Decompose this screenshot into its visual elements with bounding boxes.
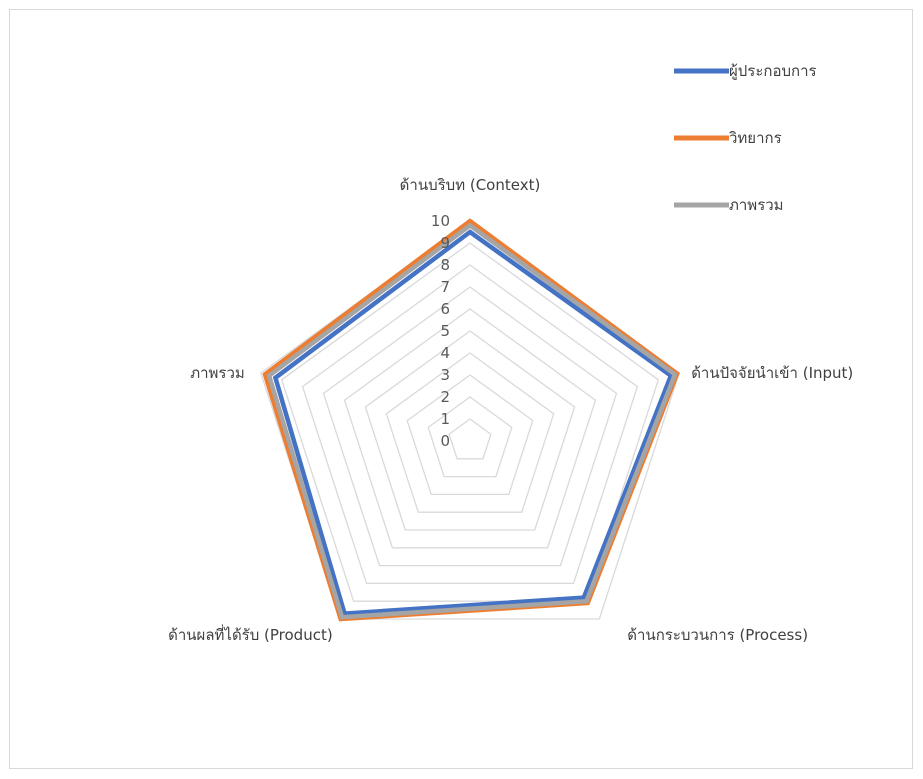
tick-label: 7	[440, 278, 450, 296]
tick-label: 4	[440, 344, 450, 362]
axis-label: ภาพรวม	[190, 364, 245, 382]
grid-ring	[448, 418, 492, 460]
tick-label: 2	[440, 388, 450, 406]
tick-label: 5	[440, 322, 450, 340]
axis-label: ด้านบริบท (Context)	[400, 176, 541, 194]
chart-area: 0 1 2 3 4 5 6 7 8 9 10 ด้านบริบท (Context) ด้านปัจจั…	[9, 9, 913, 769]
grid-ring	[301, 264, 639, 585]
series-line-3	[266, 222, 678, 620]
radar-chart: 0 1 2 3 4 5 6 7 8 9 10 ด้านบริบท (Context) ด้านปัจจั…	[168, 62, 853, 644]
tick-label: 0	[440, 432, 450, 450]
series-line-1	[272, 229, 674, 616]
legend-label: ผู้ประกอบการ	[729, 62, 817, 80]
grid-ring	[343, 308, 597, 549]
axis-label: ด้านกระบวนการ (Process)	[627, 626, 808, 644]
tick-label: 6	[440, 300, 450, 318]
tick-label: 9	[440, 234, 450, 252]
tick-label: 3	[440, 366, 450, 384]
tick-label: 8	[440, 256, 450, 274]
legend-label: วิทยากร	[728, 129, 781, 147]
grid-ring	[385, 352, 555, 513]
legend-label: ภาพรวม	[729, 196, 784, 214]
grid-ring	[322, 286, 618, 567]
grid-ring	[364, 330, 576, 531]
grid-ring	[427, 396, 513, 478]
tick-label: 1	[440, 410, 450, 428]
grid-ring	[280, 242, 660, 602]
axis-label: ด้านปัจจัยนำเข้า (Input)	[691, 364, 853, 382]
axis-label: ด้านผลที่ได้รับ (Product)	[168, 624, 333, 644]
tick-label: 10	[431, 212, 450, 230]
grid-ring	[406, 374, 534, 496]
